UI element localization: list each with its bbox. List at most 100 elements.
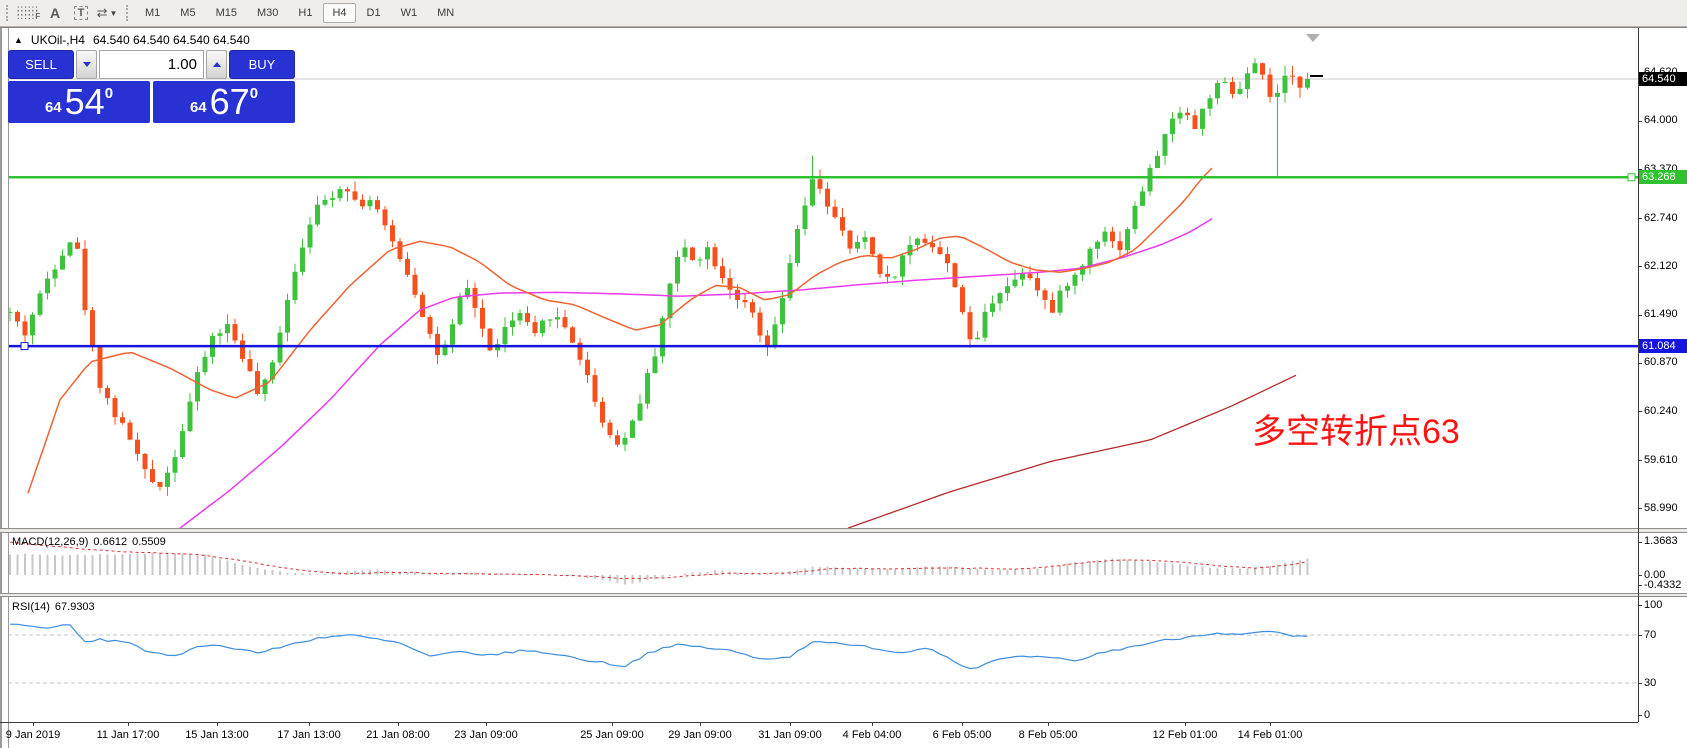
time-tick-label: 21 Jan 08:00 xyxy=(366,729,430,741)
axis-tick-mark xyxy=(1638,715,1642,716)
buy-price-main: 67 xyxy=(209,81,250,122)
timeframe-button-m1[interactable]: M1 xyxy=(136,3,169,23)
time-tick-mark xyxy=(128,722,129,726)
rsi-tick-label: 30 xyxy=(1644,676,1657,689)
time-tick-mark xyxy=(1270,722,1271,726)
panel-splitter-macd[interactable] xyxy=(0,528,1687,533)
time-tick-label: 29 Jan 09:00 xyxy=(668,729,732,741)
timeframe-button-m5[interactable]: M5 xyxy=(171,3,204,23)
axis-tick-mark xyxy=(1638,460,1642,462)
time-tick-mark xyxy=(33,722,34,726)
timeframe-button-h1[interactable]: H1 xyxy=(289,3,321,23)
time-tick-label: 15 Jan 13:00 xyxy=(185,729,249,741)
timeframe-button-w1[interactable]: W1 xyxy=(392,3,427,23)
time-tick-label: 4 Feb 04:00 xyxy=(842,729,902,741)
panel-splitter-rsi[interactable] xyxy=(0,593,1687,597)
quote-header: ▲ UKOil-,H4 64.540 64.540 64.540 64.540 xyxy=(14,33,250,47)
sell-price-button[interactable]: 64 54 0 xyxy=(8,81,150,123)
time-tick-label: 12 Feb 01:00 xyxy=(1152,729,1218,741)
chart-text-annotation: 多空转折点63 xyxy=(1252,413,1460,451)
price-tick-label: 64.000 xyxy=(1644,114,1678,127)
time-tick-mark xyxy=(790,722,791,726)
ma-mid-line xyxy=(179,218,1213,529)
price-tick-label: 60.240 xyxy=(1644,404,1678,417)
timeframe-button-m15[interactable]: M15 xyxy=(207,3,246,23)
text-tool-icon[interactable]: T xyxy=(68,3,94,23)
macd-name: MACD(12,26,9) xyxy=(12,536,89,548)
arrow-objects-icon[interactable]: ⇄ ▼ xyxy=(94,3,120,23)
chart-title: UKOil-,H4 xyxy=(30,33,85,47)
buy-button[interactable]: BUY xyxy=(229,50,295,79)
text-label-icon[interactable]: A xyxy=(42,3,68,23)
sell-price-main: 54 xyxy=(64,81,105,122)
price-tick-label: 58.990 xyxy=(1644,501,1678,514)
timeframe-button-d1[interactable]: D1 xyxy=(358,3,390,23)
volume-increase-button[interactable] xyxy=(206,50,227,79)
time-tick-mark xyxy=(700,722,701,726)
hline-handle xyxy=(1627,173,1636,182)
timeframe-button-m30[interactable]: M30 xyxy=(248,3,287,23)
time-tick-mark xyxy=(962,722,963,726)
collapse-arrow-icon[interactable]: ▲ xyxy=(14,35,23,45)
volume-input[interactable] xyxy=(99,50,204,79)
price-tick-label: 59.610 xyxy=(1644,453,1678,466)
sell-button[interactable]: SELL xyxy=(8,50,74,79)
rsi-tick-label: 0 xyxy=(1644,708,1651,721)
axis-tick-mark xyxy=(1638,605,1642,606)
price-tick-label: 62.740 xyxy=(1644,211,1678,224)
rsi-value: 67.9303 xyxy=(54,601,95,613)
sell-price-prefix: 64 xyxy=(44,99,62,116)
time-tick-label: 17 Jan 13:00 xyxy=(277,729,341,741)
rsi-tick-label: 100 xyxy=(1644,598,1663,611)
macd-tick-label: -0.4332 xyxy=(1644,578,1682,591)
macd-signal-line xyxy=(9,541,1308,580)
window-top-border xyxy=(0,27,1687,28)
buy-price-button[interactable]: 64 67 0 xyxy=(153,81,295,123)
axis-tick-mark xyxy=(1638,635,1642,636)
macd-value-main: 0.6612 xyxy=(93,536,128,548)
timeframe-toolbar: M1 M5 M15 M30 H1 H4 D1 W1 MN xyxy=(136,3,463,23)
rsi-line xyxy=(9,623,1308,670)
toolbar-grip[interactable] xyxy=(6,5,10,21)
ma-slow-line xyxy=(847,374,1297,529)
support-price-badge: 61.084 xyxy=(1639,339,1687,354)
macd-value-signal: 0.5509 xyxy=(132,536,166,548)
timeframe-button-h4[interactable]: H4 xyxy=(323,3,356,23)
timeframe-button-mn[interactable]: MN xyxy=(428,3,463,23)
fibonacci-retracement-icon[interactable]: :::::::::::::::::F xyxy=(16,4,42,21)
hline-handle xyxy=(20,342,29,351)
price-tick-label: 61.490 xyxy=(1644,308,1678,321)
buy-price-pip: 0 xyxy=(249,85,259,102)
rsi-label: RSI(14) 67.9303 xyxy=(12,601,95,613)
macd-histogram xyxy=(9,552,1309,585)
ma-fast-line xyxy=(27,167,1213,494)
time-tick-mark xyxy=(872,722,873,726)
price-axis-line xyxy=(1638,28,1639,722)
time-tick-mark xyxy=(486,722,487,726)
time-tick-mark xyxy=(1048,722,1049,726)
candlesticks xyxy=(8,58,1310,496)
time-tick-mark xyxy=(612,722,613,726)
axis-tick-mark xyxy=(1638,683,1642,684)
time-tick-label: 25 Jan 09:00 xyxy=(580,729,644,741)
window-left-frame xyxy=(0,28,9,748)
volume-decrease-button[interactable] xyxy=(76,50,97,79)
top-toolbar: :::::::::::::::::F A T ⇄ ▼ M1 M5 M15 M30 H1 H4… xyxy=(0,0,1687,27)
time-tick-label: 31 Jan 09:00 xyxy=(758,729,822,741)
buy-price-prefix: 64 xyxy=(189,99,207,116)
resistance-price-badge: 63.268 xyxy=(1639,170,1687,185)
arrow-up-icon xyxy=(212,62,221,67)
axis-tick-mark xyxy=(1638,585,1642,587)
axis-tick-mark xyxy=(1638,362,1642,364)
time-tick-mark xyxy=(309,722,310,726)
axis-tick-mark xyxy=(1638,169,1642,171)
quote-values: 64.540 64.540 64.540 64.540 xyxy=(92,33,250,47)
macd-tick-label: 1.3683 xyxy=(1644,535,1678,548)
time-tick-label: 8 Feb 05:00 xyxy=(1018,729,1078,741)
time-tick-mark xyxy=(1185,722,1186,726)
toolbar-grip[interactable] xyxy=(126,5,130,21)
time-tick-label: 6 Feb 05:00 xyxy=(932,729,992,741)
axis-tick-mark xyxy=(1638,411,1642,413)
